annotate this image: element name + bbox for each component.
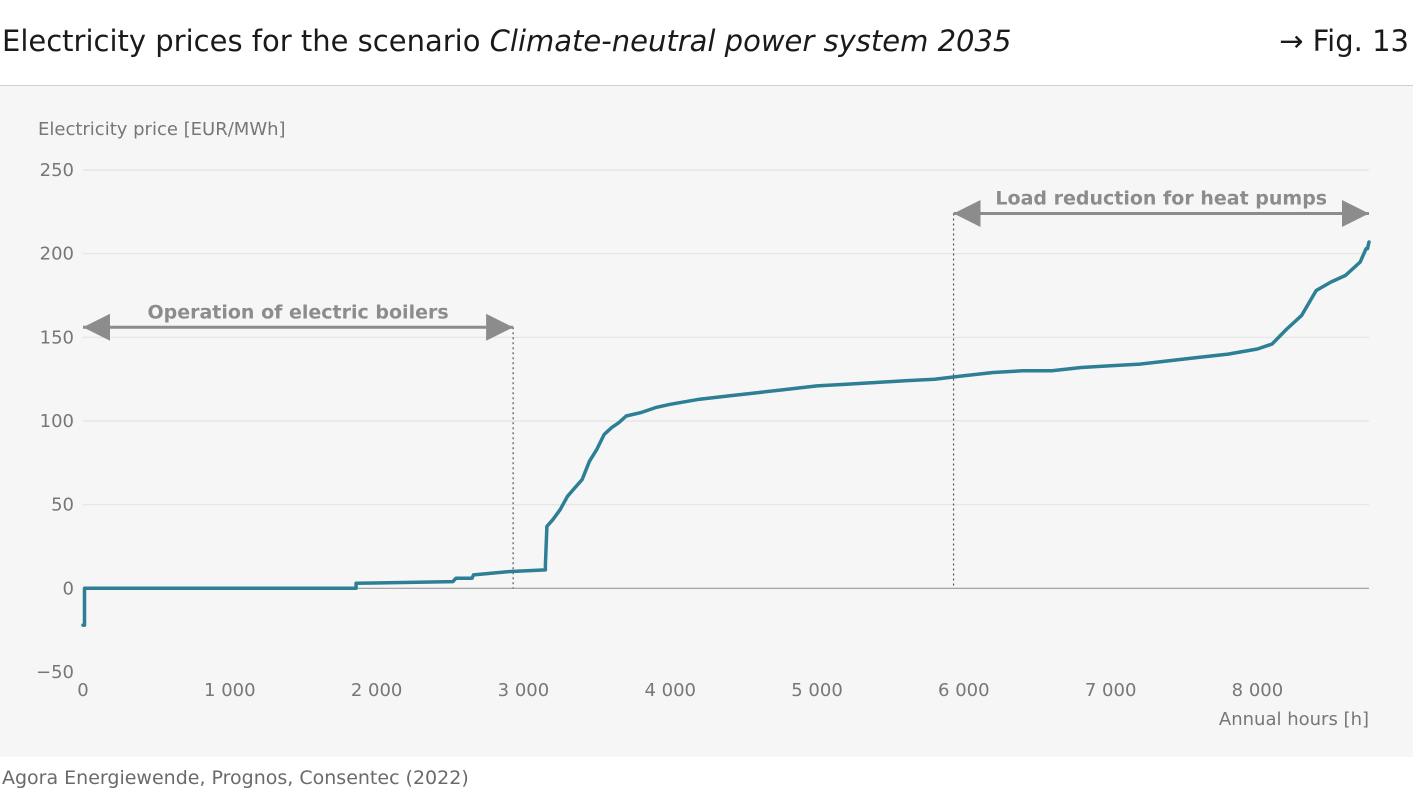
y-tick-label: 150: [40, 327, 74, 348]
y-tick-label: 250: [40, 160, 74, 181]
x-tick-label: 2 000: [351, 680, 403, 701]
x-tick-label: 1 000: [204, 680, 256, 701]
y-tick-label: 200: [40, 244, 74, 265]
figure-title: Electricity prices for the scenario Clim…: [2, 24, 1011, 58]
annotation-label: Load reduction for heat pumps: [995, 188, 1327, 210]
source-note: Agora Energiewende, Prognos, Consentec (…: [2, 767, 469, 789]
y-tick-label: 0: [63, 578, 74, 599]
annotation-label: Operation of electric boilers: [147, 301, 448, 323]
x-tick-label: 0: [77, 680, 88, 701]
header: Electricity prices for the scenario Clim…: [0, 0, 1413, 86]
y-axis-label: Electricity price [EUR/MWh]: [38, 119, 286, 140]
x-tick-label: 4 000: [644, 680, 696, 701]
price-series-line: [81, 240, 1371, 627]
y-tick-label: 50: [51, 495, 74, 516]
title-plain: Electricity prices for the scenario: [2, 24, 490, 58]
x-tick-label: 6 000: [938, 680, 990, 701]
price-duration-chart: Operation of electric boilers Load reduct…: [36, 119, 1371, 730]
annotations: Operation of electric boilers Load reduct…: [83, 188, 1369, 589]
x-tick-label: 5 000: [791, 680, 843, 701]
figure-reference: → Fig. 13: [1279, 24, 1409, 58]
x-tick-label: 8 000: [1232, 680, 1284, 701]
series-layer: [81, 240, 1371, 627]
x-tick-label: 3 000: [498, 680, 550, 701]
title-italic: Climate-neutral power system 2035: [489, 24, 1012, 58]
chart-panel: Operation of electric boilers Load reduct…: [0, 86, 1413, 757]
x-axis-label: Annual hours [h]: [1219, 709, 1369, 730]
y-tick-label: −50: [36, 662, 74, 683]
x-tick-label: 7 000: [1085, 680, 1137, 701]
grid-lines: [83, 169, 1369, 589]
y-tick-label: 100: [40, 411, 74, 432]
